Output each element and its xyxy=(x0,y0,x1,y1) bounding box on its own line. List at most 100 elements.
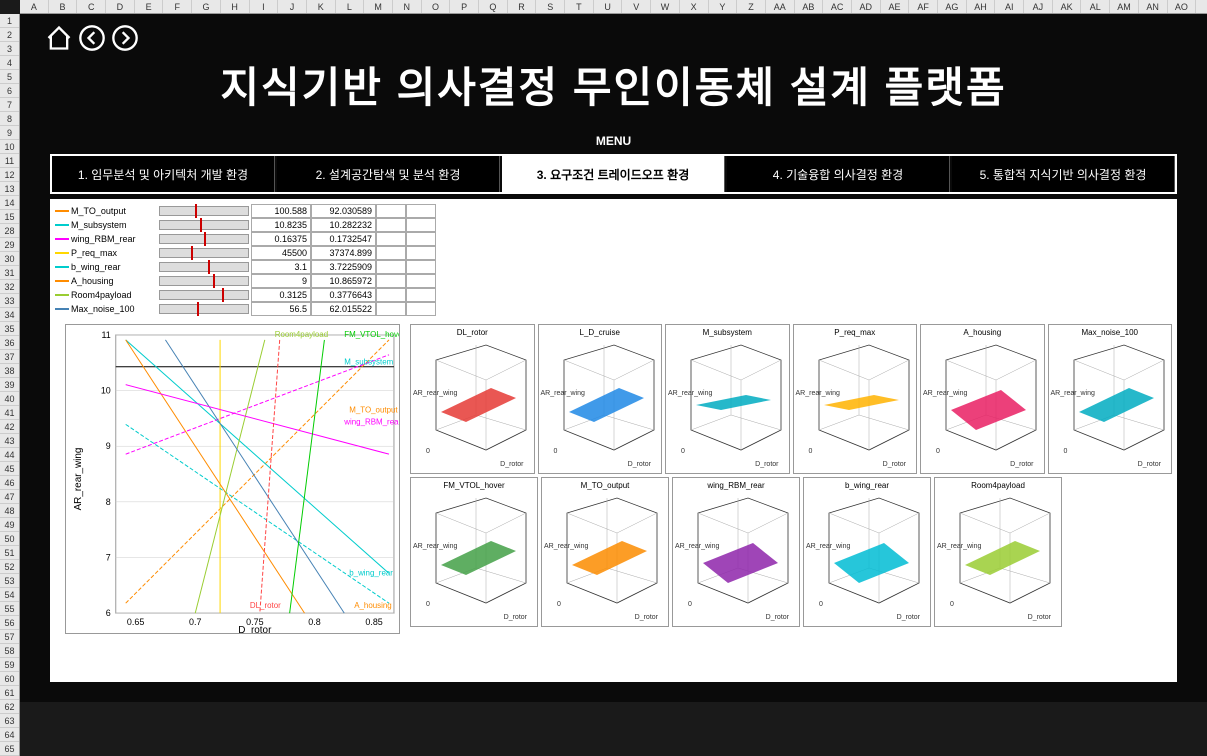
value-cell[interactable] xyxy=(406,274,436,288)
row-header[interactable]: 10 xyxy=(0,140,19,154)
row-header[interactable]: 28 xyxy=(0,224,19,238)
back-icon[interactable] xyxy=(78,24,106,52)
row-header[interactable]: 13 xyxy=(0,182,19,196)
row-header[interactable]: 9 xyxy=(0,126,19,140)
row-header[interactable]: 34 xyxy=(0,308,19,322)
value-cell[interactable] xyxy=(406,232,436,246)
row-header[interactable]: 56 xyxy=(0,616,19,630)
col-header[interactable]: N xyxy=(393,0,422,13)
row-header[interactable]: 1 xyxy=(0,14,19,28)
col-header[interactable]: I xyxy=(250,0,279,13)
row-header[interactable]: 46 xyxy=(0,476,19,490)
value-cell[interactable]: 0.16375 xyxy=(251,232,311,246)
col-header[interactable]: AC xyxy=(823,0,852,13)
row-header[interactable]: 57 xyxy=(0,630,19,644)
value-cell[interactable]: 3.1 xyxy=(251,260,311,274)
value-cell[interactable]: 62.015522 xyxy=(311,302,376,316)
col-header[interactable]: Y xyxy=(709,0,738,13)
row-header[interactable]: 50 xyxy=(0,532,19,546)
value-cell[interactable]: 9 xyxy=(251,274,311,288)
value-cell[interactable] xyxy=(406,288,436,302)
value-cell[interactable] xyxy=(376,232,406,246)
row-header[interactable]: 7 xyxy=(0,98,19,112)
col-header[interactable]: O xyxy=(422,0,451,13)
row-header[interactable]: 36 xyxy=(0,336,19,350)
value-cell[interactable]: 37374.899 xyxy=(311,246,376,260)
col-header[interactable]: Z xyxy=(737,0,766,13)
col-header[interactable]: G xyxy=(192,0,221,13)
value-cell[interactable] xyxy=(406,218,436,232)
value-cell[interactable] xyxy=(406,260,436,274)
col-header[interactable]: AJ xyxy=(1024,0,1053,13)
col-header[interactable]: AF xyxy=(909,0,938,13)
variable-slider[interactable] xyxy=(159,220,249,230)
variable-slider[interactable] xyxy=(159,248,249,258)
row-header[interactable]: 31 xyxy=(0,266,19,280)
forward-icon[interactable] xyxy=(111,24,139,52)
row-header[interactable]: 62 xyxy=(0,700,19,714)
row-header[interactable]: 29 xyxy=(0,238,19,252)
col-header[interactable]: U xyxy=(594,0,623,13)
row-header[interactable]: 11 xyxy=(0,154,19,168)
col-header[interactable]: AG xyxy=(938,0,967,13)
home-icon[interactable] xyxy=(45,24,73,52)
col-header[interactable]: M xyxy=(364,0,393,13)
row-header[interactable]: 41 xyxy=(0,406,19,420)
col-header[interactable]: Q xyxy=(479,0,508,13)
row-header[interactable]: 59 xyxy=(0,658,19,672)
menu-item[interactable]: 1. 임무분석 및 아키텍처 개발 환경 xyxy=(52,156,275,192)
value-cell[interactable]: 10.8235 xyxy=(251,218,311,232)
col-header[interactable]: AD xyxy=(852,0,881,13)
col-header[interactable]: T xyxy=(565,0,594,13)
value-cell[interactable]: 100.588 xyxy=(251,204,311,218)
col-header[interactable]: A xyxy=(20,0,49,13)
row-header[interactable]: 33 xyxy=(0,294,19,308)
value-cell[interactable] xyxy=(376,288,406,302)
menu-item[interactable]: 4. 기술융합 의사결정 환경 xyxy=(727,156,950,192)
variable-slider[interactable] xyxy=(159,276,249,286)
row-header[interactable]: 30 xyxy=(0,252,19,266)
col-header[interactable]: AI xyxy=(995,0,1024,13)
value-cell[interactable]: 10.865972 xyxy=(311,274,376,288)
col-header[interactable]: AE xyxy=(881,0,910,13)
col-header[interactable]: R xyxy=(508,0,537,13)
variable-slider[interactable] xyxy=(159,290,249,300)
row-header[interactable]: 55 xyxy=(0,602,19,616)
row-header[interactable]: 8 xyxy=(0,112,19,126)
value-cell[interactable] xyxy=(376,302,406,316)
row-header[interactable]: 63 xyxy=(0,714,19,728)
col-header[interactable]: X xyxy=(680,0,709,13)
value-cell[interactable]: 92.030589 xyxy=(311,204,376,218)
col-header[interactable]: P xyxy=(450,0,479,13)
row-header[interactable]: 58 xyxy=(0,644,19,658)
row-header[interactable]: 42 xyxy=(0,420,19,434)
col-header[interactable]: AH xyxy=(967,0,996,13)
row-header[interactable]: 40 xyxy=(0,392,19,406)
col-header[interactable]: AL xyxy=(1081,0,1110,13)
col-header[interactable]: D xyxy=(106,0,135,13)
col-header[interactable]: S xyxy=(536,0,565,13)
value-cell[interactable] xyxy=(406,302,436,316)
row-header[interactable]: 4 xyxy=(0,56,19,70)
col-header[interactable]: V xyxy=(622,0,651,13)
col-header[interactable]: AB xyxy=(795,0,824,13)
value-cell[interactable] xyxy=(376,218,406,232)
row-header[interactable]: 51 xyxy=(0,546,19,560)
row-header[interactable]: 45 xyxy=(0,462,19,476)
value-cell[interactable]: 3.7225909 xyxy=(311,260,376,274)
col-header[interactable]: AN xyxy=(1139,0,1168,13)
col-header[interactable]: K xyxy=(307,0,336,13)
value-cell[interactable] xyxy=(376,260,406,274)
row-header[interactable]: 48 xyxy=(0,504,19,518)
value-cell[interactable]: 0.1732547 xyxy=(311,232,376,246)
col-header[interactable]: E xyxy=(135,0,164,13)
value-cell[interactable] xyxy=(376,204,406,218)
row-header[interactable]: 49 xyxy=(0,518,19,532)
col-header[interactable]: B xyxy=(49,0,78,13)
value-cell[interactable] xyxy=(406,204,436,218)
col-header[interactable]: C xyxy=(77,0,106,13)
menu-item[interactable]: 3. 요구조건 트레이드오프 환경 xyxy=(502,156,725,192)
variable-slider[interactable] xyxy=(159,206,249,216)
value-cell[interactable] xyxy=(376,246,406,260)
col-header[interactable]: J xyxy=(278,0,307,13)
